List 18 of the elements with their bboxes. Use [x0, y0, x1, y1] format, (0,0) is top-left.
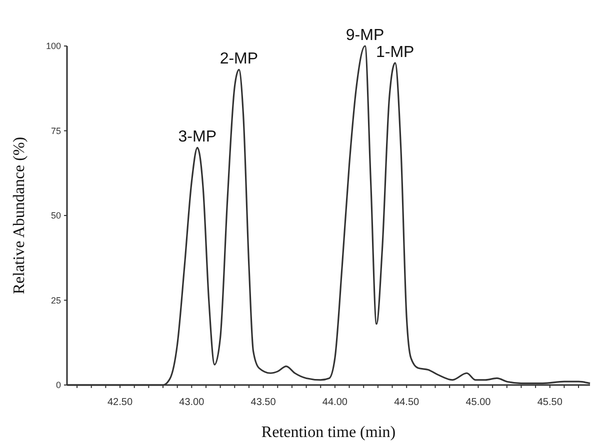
x-tick-label: 43.50 — [250, 397, 276, 408]
x-tick-label: 45.50 — [537, 397, 563, 408]
y-tick-label: 25 — [50, 295, 61, 306]
annotation: 9-MP — [346, 27, 384, 44]
x-tick-label: 42.50 — [108, 397, 133, 408]
x-tick-label: 43.00 — [179, 397, 205, 408]
x-tick-label: 44.50 — [394, 397, 420, 408]
y-tick-label: 100 — [46, 41, 61, 51]
y-tick-label: 50 — [50, 210, 61, 220]
y-tick-label: 75 — [50, 126, 61, 136]
annotation: 3-MP — [178, 128, 217, 146]
x-axis-title: Retention time (min) — [261, 424, 396, 441]
y-axis-title: Relative Abundance (%) — [11, 136, 28, 294]
annotation: 2-MP — [220, 50, 258, 68]
annotation: 1-MP — [376, 44, 414, 61]
y-tick-label: 0 — [56, 380, 61, 390]
x-tick-label: 45.00 — [466, 397, 492, 408]
x-tick-label: 44.00 — [322, 397, 348, 408]
